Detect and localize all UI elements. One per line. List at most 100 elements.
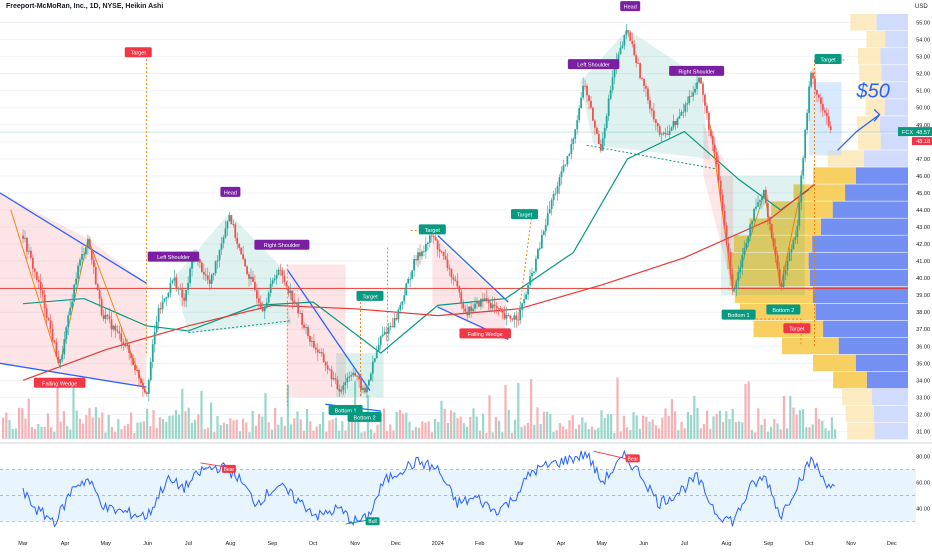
- candle-body: [814, 78, 816, 90]
- volume-bar: [184, 411, 187, 439]
- candle-body: [206, 275, 209, 280]
- candle-body: [167, 292, 170, 297]
- candle-body: [92, 259, 95, 268]
- volume-bar: [539, 424, 542, 439]
- candle-body: [698, 77, 700, 83]
- candle-body: [515, 315, 518, 320]
- annotation-tag: [783, 323, 811, 334]
- candle-body: [22, 235, 24, 239]
- price-tick-label: 40.00: [916, 276, 930, 282]
- divergence-line: [200, 462, 226, 468]
- candle-body: [650, 108, 653, 111]
- candle-body: [733, 287, 736, 290]
- volume-bar: [392, 430, 395, 439]
- candle-body: [470, 306, 472, 312]
- candle-body: [806, 112, 809, 130]
- candle-body: [312, 340, 315, 348]
- annotation-label: Head: [624, 5, 637, 11]
- candle-body: [257, 298, 260, 303]
- candle-body: [546, 213, 549, 226]
- volume-bar: [597, 427, 600, 439]
- volume-bar: [258, 413, 261, 439]
- candle-body: [586, 86, 588, 96]
- annotation-tag: [669, 65, 725, 76]
- volume-profile-bar: [880, 133, 908, 150]
- volume-bar: [667, 415, 670, 439]
- candle-body: [240, 247, 243, 255]
- candle-body: [118, 331, 121, 334]
- candle-body: [578, 107, 581, 121]
- time-tick-label: Feb: [475, 541, 484, 547]
- candle-body: [491, 304, 494, 309]
- volume-profile-bar: [845, 405, 874, 423]
- time-tick-label: May: [101, 541, 112, 547]
- candle-body: [509, 315, 512, 319]
- volume-bar: [235, 419, 238, 439]
- candle-body: [621, 45, 624, 48]
- volume-bar: [670, 399, 673, 439]
- candle-body: [584, 85, 586, 87]
- volume-bar: [725, 411, 728, 439]
- time-tick-label: Aug: [722, 541, 732, 547]
- candle-body: [816, 89, 818, 95]
- annotation-label: Bottom 2: [772, 308, 794, 314]
- candle-body: [311, 340, 313, 342]
- volume-profile-bar: [842, 388, 872, 406]
- candle-body: [772, 238, 775, 247]
- candle-body: [684, 104, 687, 112]
- volume-profile-bar: [749, 218, 821, 235]
- candle-body: [476, 301, 478, 304]
- volume-bar: [654, 425, 657, 439]
- volume-profile-bar: [866, 371, 908, 389]
- candle-body: [741, 255, 744, 268]
- volume-bar: [363, 431, 366, 439]
- candle-body: [364, 387, 366, 393]
- candle-body: [293, 300, 296, 304]
- volume-bar: [610, 414, 613, 439]
- candle-body: [472, 308, 474, 312]
- candle-body: [255, 290, 258, 299]
- volume-bar: [680, 421, 683, 439]
- candle-body: [743, 248, 746, 256]
- candle-body: [383, 332, 386, 335]
- divergence-line: [345, 519, 368, 525]
- candle-body: [796, 225, 799, 237]
- candle-body: [647, 88, 649, 101]
- rsi-pane: Bear Bull Bear 80.00 60.00 40.00: [0, 449, 930, 528]
- candle-body: [314, 347, 317, 350]
- annotation-label: Target: [789, 327, 805, 333]
- candle-body: [702, 83, 704, 95]
- candle-body: [462, 303, 465, 309]
- candle-body: [466, 311, 469, 316]
- candle-body: [751, 220, 754, 225]
- candle-body: [98, 290, 101, 299]
- volume-bar: [587, 429, 590, 439]
- volume-bar: [386, 430, 389, 439]
- candle-body: [51, 329, 54, 341]
- volume-bar: [357, 413, 360, 439]
- volume-bar: [165, 422, 168, 439]
- candle-body: [385, 332, 388, 334]
- candle-body: [434, 237, 437, 241]
- price-tick-label: 35.00: [916, 361, 930, 367]
- volume-bar: [174, 409, 177, 439]
- volume-bar: [661, 417, 664, 439]
- candle-body: [53, 340, 56, 343]
- candle-body: [330, 369, 333, 380]
- annotation-label: Right Shoulder: [678, 69, 715, 75]
- rsi-tick-label: 80.00: [916, 454, 930, 460]
- candle-body: [706, 105, 708, 113]
- candle-body: [747, 236, 750, 244]
- price-tick-label: 53.00: [916, 55, 930, 61]
- candle-body: [503, 312, 506, 319]
- volume-profile-bar: [871, 388, 908, 406]
- volume-bar: [430, 432, 433, 439]
- candle-body: [122, 341, 125, 345]
- candle-body: [417, 252, 419, 261]
- candle-body: [497, 308, 500, 310]
- volume-bar: [18, 407, 21, 439]
- volume-bar: [830, 417, 833, 439]
- candle-body: [558, 177, 561, 187]
- price-tick-label: 47.00: [916, 157, 930, 163]
